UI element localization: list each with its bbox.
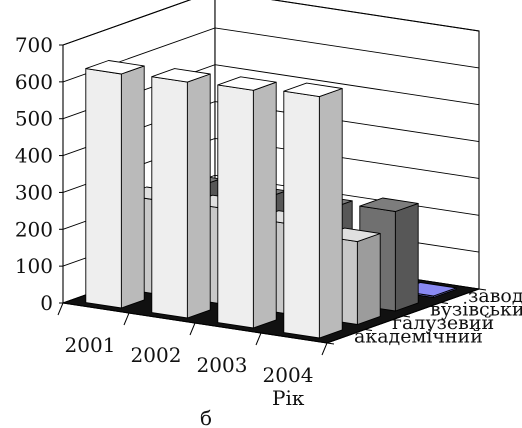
bar-top bbox=[283, 82, 343, 98]
x-axis-line bbox=[62, 302, 328, 344]
y-tick-label: 500 bbox=[15, 107, 53, 131]
bar-front bbox=[85, 68, 122, 309]
bar-side bbox=[318, 88, 343, 339]
bars bbox=[85, 60, 457, 339]
series-label: академічний bbox=[354, 325, 483, 347]
depth-tick-mark bbox=[478, 288, 487, 291]
gridline bbox=[62, 0, 480, 46]
y-tick-label: 700 bbox=[15, 33, 53, 57]
series-label: вузівський bbox=[430, 298, 522, 320]
x-tick-label: 2002 bbox=[131, 343, 182, 367]
depth-tick-mark bbox=[440, 302, 449, 304]
x-tick-mark bbox=[189, 322, 196, 336]
x-axis-ticks: 2001 2002 2003 2004 bbox=[57, 302, 328, 387]
figure-caption: б bbox=[200, 406, 212, 428]
bar-top bbox=[217, 76, 277, 91]
y-tick-label: 300 bbox=[15, 180, 53, 204]
bar bbox=[283, 82, 343, 339]
y-tick-label: 100 bbox=[15, 254, 53, 278]
x-tick-mark bbox=[321, 342, 328, 356]
bar-top bbox=[85, 60, 145, 75]
bar-side bbox=[252, 81, 277, 329]
bar-top bbox=[151, 68, 211, 83]
x-tick-mark bbox=[123, 312, 130, 326]
bar-front bbox=[151, 76, 188, 319]
bar-front bbox=[283, 90, 320, 339]
depth-tick-mark bbox=[326, 342, 335, 345]
bar-front bbox=[217, 84, 254, 329]
x-tick-mark bbox=[255, 332, 262, 346]
y-tick-label: 200 bbox=[15, 217, 53, 241]
bar bbox=[217, 76, 277, 329]
x-axis-label: Рік bbox=[272, 386, 305, 410]
x-tick-label: 2004 bbox=[263, 363, 314, 387]
y-tick-label: 400 bbox=[15, 144, 53, 168]
depth-tick-mark bbox=[364, 329, 373, 331]
series-label: галузевий bbox=[392, 312, 494, 334]
bar-side bbox=[120, 65, 145, 309]
x-tick-label: 2001 bbox=[65, 333, 116, 357]
bar-top bbox=[359, 197, 419, 212]
bar bbox=[151, 68, 211, 319]
bar-side bbox=[186, 73, 211, 319]
series-label: заводський bbox=[468, 285, 522, 307]
bar-side bbox=[356, 233, 381, 325]
series-labels: академічнийгалузевийвузівськийзаводський bbox=[326, 285, 522, 347]
y-tick-label: 600 bbox=[15, 70, 53, 94]
y-axis-ticks: 0 100 200 300 400 500 600 700 bbox=[15, 33, 63, 315]
y-tick-label: 0 bbox=[40, 291, 53, 315]
bar bbox=[85, 60, 145, 309]
bar-side bbox=[394, 202, 419, 312]
depth-tick-mark bbox=[402, 315, 411, 318]
x-tick-mark bbox=[57, 302, 64, 316]
x-tick-label: 2003 bbox=[197, 353, 248, 377]
